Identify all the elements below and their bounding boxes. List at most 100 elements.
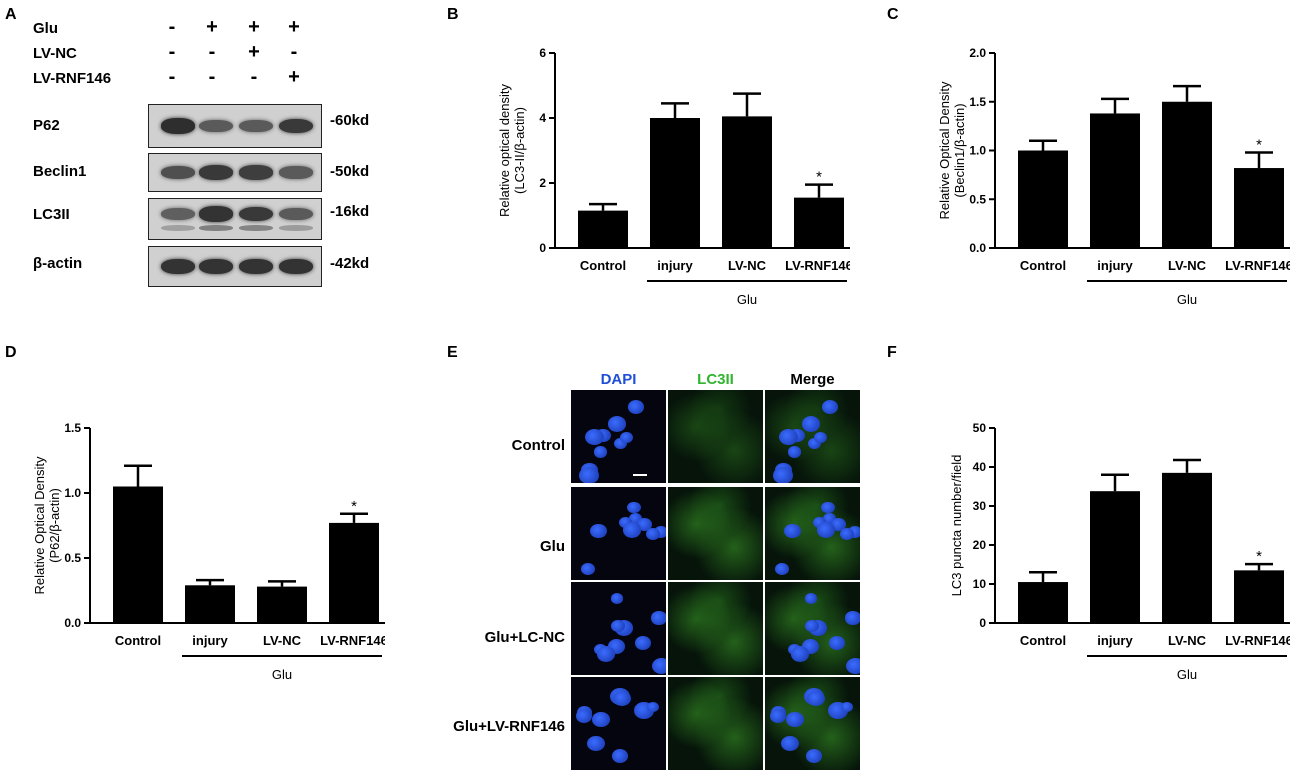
nucleus	[840, 701, 853, 712]
kd-label-lc3ii: -16kd	[330, 203, 370, 220]
x-tick-label: Control	[1020, 633, 1066, 648]
sign: -	[168, 16, 176, 38]
y-tick-label: 0.0	[969, 241, 986, 255]
x-tick-label: LV-NC	[1168, 258, 1207, 273]
significance-star: *	[1256, 136, 1262, 153]
blot-band	[199, 119, 233, 133]
kd-label-p62: -60kd	[330, 112, 370, 129]
nucleus	[652, 658, 666, 675]
y-tick-label: 4	[539, 111, 546, 125]
blot-band-lower	[199, 225, 233, 231]
bar-injury	[1090, 491, 1140, 623]
y-axis-label: Relative Optical Density	[937, 81, 952, 219]
if-row-label-glu-lv-rnf146: Glu+LV-RNF146	[453, 718, 565, 735]
bar-control	[1018, 150, 1068, 248]
y-tick-label: 40	[973, 460, 987, 474]
significance-star: *	[816, 169, 822, 186]
sign: -	[168, 66, 176, 88]
nucleus	[769, 709, 787, 724]
if-row-label-glu: Glu	[540, 538, 565, 555]
nucleus	[593, 446, 608, 458]
nucleus	[775, 563, 790, 576]
nucleus	[812, 516, 826, 528]
y-tick-label: 0.0	[64, 616, 81, 630]
nucleus	[651, 611, 666, 625]
x-tick-label: LV-RNF146	[1225, 633, 1290, 648]
kd-label-beta-actin: -42kd	[330, 255, 370, 272]
group-label: Glu	[1177, 667, 1197, 682]
nucleus	[653, 525, 666, 538]
micrograph-dapi-3	[571, 677, 666, 770]
y-tick-label: 0	[539, 241, 546, 255]
micrograph-merge-1	[765, 487, 860, 580]
x-tick-label: LV-RNF146	[1225, 258, 1290, 273]
nucleus	[590, 523, 607, 538]
nucleus	[790, 645, 810, 662]
bar-lv-nc	[722, 116, 772, 248]
bar-chart-beclin1: 0.0 0.5 1.0 1.5 2.0 Relative Optical Density(…	[937, 46, 1290, 307]
micrograph-merge-3	[765, 677, 860, 770]
y-tick-label: 2.0	[969, 46, 986, 60]
blot-band	[161, 208, 195, 220]
nucleus	[628, 512, 643, 525]
nucleus	[627, 399, 644, 414]
nucleus	[828, 635, 846, 650]
nucleus	[778, 428, 799, 446]
sign: +	[248, 16, 260, 38]
blot-row-label-lc3ii: LC3II	[33, 206, 70, 223]
micrograph-merge-2	[765, 582, 860, 675]
micrograph-lc3ii-3	[668, 677, 763, 770]
nucleus	[821, 501, 835, 514]
x-tick-label: LV-RNF146	[320, 633, 385, 648]
blot-band	[199, 258, 233, 275]
nucleus	[611, 620, 626, 633]
blot-band	[199, 165, 233, 180]
blot-band	[239, 258, 273, 275]
x-tick-label: LV-NC	[263, 633, 302, 648]
group-label: Glu	[737, 292, 757, 307]
nucleus	[813, 432, 828, 444]
panel-label-c: C	[887, 6, 899, 23]
kd-label-beclin1: -50kd	[330, 163, 370, 180]
significance-star: *	[351, 498, 357, 515]
bar-control	[1018, 582, 1068, 623]
nucleus	[781, 736, 799, 752]
sign: +	[206, 16, 218, 38]
micrograph-lc3ii-0	[668, 390, 763, 483]
y-tick-label: 20	[973, 538, 987, 552]
y-tick-label: 1.5	[969, 95, 986, 109]
nucleus	[611, 749, 629, 764]
panel-label-e: E	[447, 344, 458, 361]
y-tick-label: 1.0	[64, 486, 81, 500]
x-tick-label: injury	[192, 633, 228, 648]
x-tick-label: LV-RNF146	[785, 258, 850, 273]
bar-chart-lc3-ii: 0 2 4 6 Relative optical density (LC3-II/β-ac…	[497, 46, 850, 307]
nucleus	[579, 467, 599, 483]
bar-lv-nc	[1162, 472, 1212, 623]
nucleus	[806, 690, 825, 707]
bar-lv-rnf146	[329, 522, 379, 623]
nucleus	[607, 416, 627, 432]
if-column-dapi: DAPI	[600, 371, 637, 388]
bar-lv-rnf146	[1234, 168, 1284, 248]
y-tick-label: 1.0	[969, 144, 986, 158]
micrograph-dapi-1	[571, 487, 666, 580]
nucleus	[801, 416, 821, 432]
bar-lv-rnf146	[794, 197, 844, 248]
y-tick-label: 6	[539, 46, 546, 60]
nucleus	[817, 522, 836, 538]
nucleus	[821, 399, 838, 414]
sign: +	[248, 41, 260, 63]
nucleus	[592, 711, 610, 727]
bar-lv-rnf146	[1234, 570, 1284, 623]
blot-band	[239, 165, 273, 180]
nucleus	[584, 428, 605, 446]
micrograph-dapi-2	[571, 582, 666, 675]
bar-chart-p62: 0.0 0.5 1.0 1.5 Relative Optical Density (P62…	[32, 421, 385, 682]
blot-band	[279, 118, 313, 134]
x-tick-label: LV-NC	[1168, 633, 1207, 648]
sign: -	[168, 41, 176, 63]
sign: -	[250, 66, 258, 88]
panel-label-d: D	[5, 344, 17, 361]
micrograph-lc3ii-2	[668, 582, 763, 675]
